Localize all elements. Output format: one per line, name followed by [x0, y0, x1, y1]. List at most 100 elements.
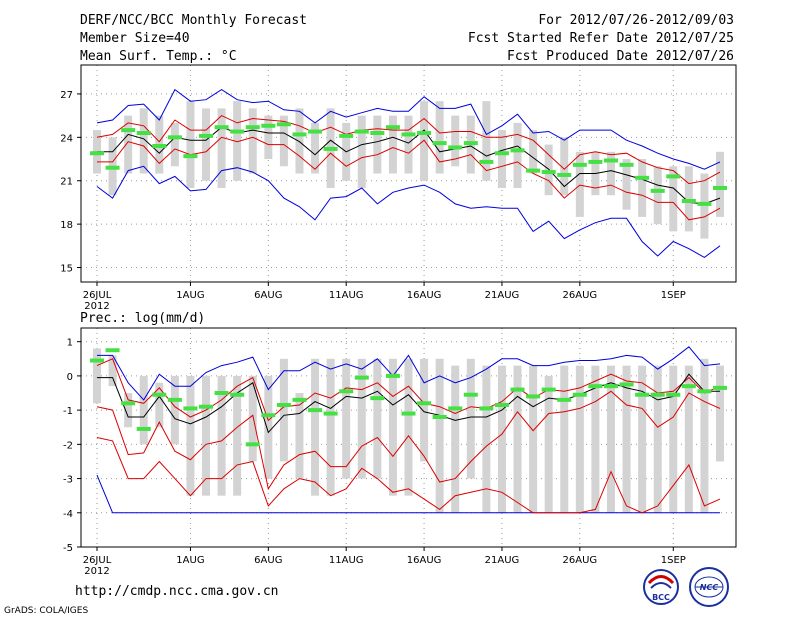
spread-box-33 — [606, 151, 615, 196]
spread-box-9 — [233, 375, 242, 496]
max-line — [96, 88, 721, 170]
median-marker-26 — [494, 402, 509, 407]
x-tick-label-1: 1AUG — [176, 290, 204, 301]
x-tick-label-0: 26JUL — [83, 555, 112, 566]
header-produced-date: Fcst Produced Date 2012/07/26 — [507, 49, 734, 64]
median-marker-25 — [479, 406, 494, 411]
spread-box-18 — [373, 358, 382, 479]
median-marker-8 — [214, 391, 229, 396]
x-tick-label-1: 1AUG — [176, 555, 204, 566]
median-marker-24 — [463, 141, 478, 146]
median-marker-21 — [417, 401, 432, 406]
median-marker-4 — [152, 144, 167, 149]
median-marker-3 — [136, 426, 151, 431]
median-marker-4 — [152, 392, 167, 397]
median-marker-36 — [650, 188, 665, 193]
plot-frame — [80, 64, 737, 283]
spread-box-12 — [279, 358, 288, 462]
spread-box-13 — [295, 393, 304, 479]
y-tick-label-0: 15 — [60, 264, 73, 275]
spread-box-3 — [139, 108, 148, 174]
spread-box-14 — [311, 358, 320, 496]
median-marker-10 — [245, 442, 260, 447]
median-marker-35 — [635, 392, 650, 397]
x-tick-label-6: 26AUG — [563, 290, 598, 301]
header-member-size: Member Size=40 — [80, 31, 190, 46]
spread-box-25 — [482, 365, 491, 513]
median-marker-1 — [105, 348, 120, 353]
median-marker-38 — [681, 198, 696, 203]
median-marker-1 — [105, 165, 120, 170]
y-tick-label-2: -3 — [63, 475, 73, 486]
spread-box-33 — [606, 365, 615, 513]
median-marker-12 — [276, 402, 291, 407]
median-marker-34 — [619, 162, 634, 167]
median-marker-18 — [370, 130, 385, 135]
spread-box-37 — [669, 365, 678, 513]
spread-box-21 — [420, 358, 429, 462]
median-marker-0 — [90, 358, 104, 363]
median-marker-14 — [308, 408, 323, 413]
spread-box-40 — [716, 365, 724, 462]
spread-box-2 — [124, 115, 133, 174]
y-tick-label-4: -1 — [63, 406, 73, 417]
median-marker-24 — [463, 392, 478, 397]
spread-box-20 — [404, 358, 413, 496]
max-line — [97, 346, 721, 401]
spread-box-39 — [700, 358, 709, 513]
spread-box-11 — [264, 115, 273, 160]
y-tick-label-4: 27 — [60, 90, 73, 101]
median-marker-22 — [432, 414, 447, 419]
median-marker-32 — [588, 159, 603, 164]
p90-line — [96, 358, 721, 422]
spread-box-30 — [560, 137, 569, 196]
median-marker-7 — [199, 404, 214, 409]
median-marker-40 — [713, 185, 727, 190]
median-marker-15 — [323, 146, 338, 151]
y-tick-label-1: -4 — [63, 509, 73, 520]
header-start-date: Fcst Started Refer Date 2012/07/25 — [468, 31, 734, 46]
median-marker-9 — [230, 129, 245, 134]
spread-box-38 — [684, 365, 693, 513]
median-marker-5 — [167, 135, 182, 140]
p10-line — [96, 390, 721, 491]
median-marker-14 — [308, 129, 323, 134]
spread-box-31 — [575, 365, 584, 513]
spread-box-22 — [435, 358, 444, 513]
header-title: DERF/NCC/BCC Monthly Forecast — [80, 13, 307, 28]
y-tick-label-6: 1 — [67, 338, 73, 349]
spread-box-19 — [388, 115, 397, 174]
spread-box-34 — [622, 159, 631, 210]
mean-line — [97, 126, 721, 205]
spread-box-10 — [248, 108, 257, 174]
spread-box-23 — [451, 115, 460, 167]
y-tick-label-3: 24 — [60, 133, 73, 144]
y-tick-label-0: -5 — [63, 543, 73, 554]
lower-inner-line — [96, 437, 721, 514]
spread-box-7 — [202, 375, 211, 496]
median-marker-35 — [635, 175, 650, 180]
median-marker-17 — [354, 129, 369, 134]
median-marker-29 — [541, 387, 556, 392]
x-tick-label-7: 1SEP — [661, 290, 686, 301]
spread-box-28 — [529, 130, 538, 174]
median-marker-13 — [292, 132, 307, 137]
median-marker-23 — [448, 145, 463, 150]
spread-box-37 — [669, 166, 678, 232]
median-marker-25 — [479, 159, 494, 164]
spread-box-22 — [435, 101, 444, 174]
median-marker-21 — [417, 130, 432, 135]
median-marker-11 — [261, 123, 276, 128]
median-marker-3 — [136, 130, 151, 135]
median-marker-20 — [401, 132, 416, 137]
spread-box-16 — [342, 358, 351, 479]
x-tick-label-4: 16AUG — [407, 555, 442, 566]
median-marker-39 — [697, 389, 712, 394]
spread-box-20 — [404, 115, 413, 174]
median-marker-16 — [339, 133, 354, 138]
median-marker-6 — [183, 406, 198, 411]
p90-line — [96, 115, 721, 185]
footer-url[interactable]: http://cmdp.ncc.cma.gov.cn — [75, 584, 279, 599]
